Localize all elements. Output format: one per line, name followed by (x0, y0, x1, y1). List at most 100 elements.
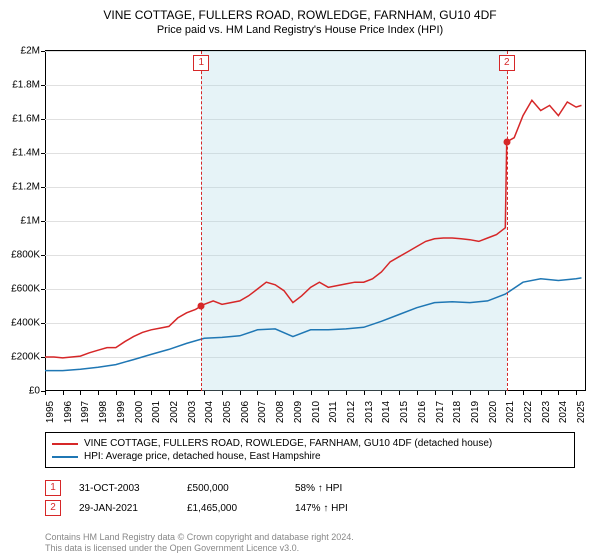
legend-label: HPI: Average price, detached house, East… (84, 451, 321, 462)
y-tick-label: £1.4M (5, 148, 40, 159)
x-tick-label: 2014 (381, 401, 392, 423)
x-tick-mark (257, 391, 258, 395)
event-flag: 1 (193, 55, 209, 71)
footnote-line: This data is licensed under the Open Gov… (45, 543, 354, 554)
x-tick-label: 2004 (204, 401, 215, 423)
x-tick-mark (80, 391, 81, 395)
x-tick-mark (346, 391, 347, 395)
y-tick-label: £1.6M (5, 114, 40, 125)
x-tick-label: 2023 (541, 401, 552, 423)
x-tick-mark (399, 391, 400, 395)
x-tick-label: 2024 (558, 401, 569, 423)
x-tick-label: 2020 (488, 401, 499, 423)
event-date: 29-JAN-2021 (79, 503, 169, 514)
x-tick-label: 2015 (399, 401, 410, 423)
y-tick-label: £200K (5, 352, 40, 363)
x-tick-mark (505, 391, 506, 395)
x-tick-mark (204, 391, 205, 395)
x-tick-mark (275, 391, 276, 395)
x-tick-mark (63, 391, 64, 395)
event-vline (201, 51, 202, 391)
x-tick-label: 2010 (311, 401, 322, 423)
x-tick-mark (222, 391, 223, 395)
chart-subtitle: Price paid vs. HM Land Registry's House … (0, 22, 600, 42)
x-tick-mark (116, 391, 117, 395)
event-delta: 147% ↑ HPI (295, 503, 348, 514)
x-tick-label: 2013 (364, 401, 375, 423)
table-row: 2 29-JAN-2021 £1,465,000 147% ↑ HPI (45, 498, 348, 518)
x-tick-label: 2009 (293, 401, 304, 423)
legend: VINE COTTAGE, FULLERS ROAD, ROWLEDGE, FA… (45, 432, 575, 468)
y-tick-label: £1.2M (5, 182, 40, 193)
x-tick-mark (558, 391, 559, 395)
x-tick-label: 2001 (151, 401, 162, 423)
x-tick-mark (134, 391, 135, 395)
y-tick-label: £600K (5, 284, 40, 295)
x-tick-label: 2007 (257, 401, 268, 423)
x-tick-label: 2005 (222, 401, 233, 423)
x-tick-label: 1995 (45, 401, 56, 423)
x-tick-label: 2003 (187, 401, 198, 423)
x-tick-mark (523, 391, 524, 395)
x-tick-label: 2021 (505, 401, 516, 423)
y-tick-label: £0 (5, 386, 40, 397)
chart-container: VINE COTTAGE, FULLERS ROAD, ROWLEDGE, FA… (0, 0, 600, 560)
x-tick-mark (169, 391, 170, 395)
legend-label: VINE COTTAGE, FULLERS ROAD, ROWLEDGE, FA… (84, 438, 492, 449)
x-tick-mark (576, 391, 577, 395)
event-delta: 58% ↑ HPI (295, 483, 342, 494)
x-tick-label: 2002 (169, 401, 180, 423)
x-tick-label: 2018 (452, 401, 463, 423)
event-flag: 2 (499, 55, 515, 71)
x-tick-label: 2006 (240, 401, 251, 423)
series-property (45, 100, 582, 358)
legend-swatch (52, 456, 78, 458)
x-tick-mark (240, 391, 241, 395)
event-index-box: 1 (45, 480, 61, 496)
y-tick-label: £2M (5, 46, 40, 57)
x-tick-mark (381, 391, 382, 395)
x-tick-label: 2016 (417, 401, 428, 423)
event-index-box: 2 (45, 500, 61, 516)
event-price: £500,000 (187, 483, 277, 494)
legend-item: VINE COTTAGE, FULLERS ROAD, ROWLEDGE, FA… (52, 437, 568, 450)
x-tick-mark (98, 391, 99, 395)
series-hpi (45, 278, 582, 371)
y-tick-label: £1M (5, 216, 40, 227)
x-tick-label: 2012 (346, 401, 357, 423)
x-tick-mark (311, 391, 312, 395)
events-table: 1 31-OCT-2003 £500,000 58% ↑ HPI 2 29-JA… (45, 478, 348, 518)
x-tick-label: 1997 (80, 401, 91, 423)
x-tick-label: 2019 (470, 401, 481, 423)
x-tick-mark (452, 391, 453, 395)
x-tick-mark (293, 391, 294, 395)
chart-title: VINE COTTAGE, FULLERS ROAD, ROWLEDGE, FA… (0, 0, 600, 22)
x-tick-label: 1996 (63, 401, 74, 423)
x-tick-mark (417, 391, 418, 395)
x-tick-label: 1998 (98, 401, 109, 423)
x-tick-mark (187, 391, 188, 395)
y-tick-label: £400K (5, 318, 40, 329)
x-tick-mark (470, 391, 471, 395)
table-row: 1 31-OCT-2003 £500,000 58% ↑ HPI (45, 478, 348, 498)
event-date: 31-OCT-2003 (79, 483, 169, 494)
y-tick-label: £800K (5, 250, 40, 261)
x-tick-label: 2022 (523, 401, 534, 423)
x-tick-mark (45, 391, 46, 395)
line-layer (45, 51, 585, 391)
x-tick-mark (435, 391, 436, 395)
plot-area: £0£200K£400K£600K£800K£1M£1.2M£1.4M£1.6M… (45, 50, 586, 391)
legend-item: HPI: Average price, detached house, East… (52, 450, 568, 463)
x-tick-label: 2008 (275, 401, 286, 423)
x-tick-mark (364, 391, 365, 395)
footnote: Contains HM Land Registry data © Crown c… (45, 532, 354, 555)
event-dot (503, 138, 510, 145)
x-tick-mark (541, 391, 542, 395)
x-tick-label: 2000 (134, 401, 145, 423)
legend-swatch (52, 443, 78, 445)
x-tick-label: 2011 (328, 401, 339, 423)
x-tick-mark (151, 391, 152, 395)
x-tick-mark (328, 391, 329, 395)
x-tick-label: 2017 (435, 401, 446, 423)
y-tick-label: £1.8M (5, 80, 40, 91)
